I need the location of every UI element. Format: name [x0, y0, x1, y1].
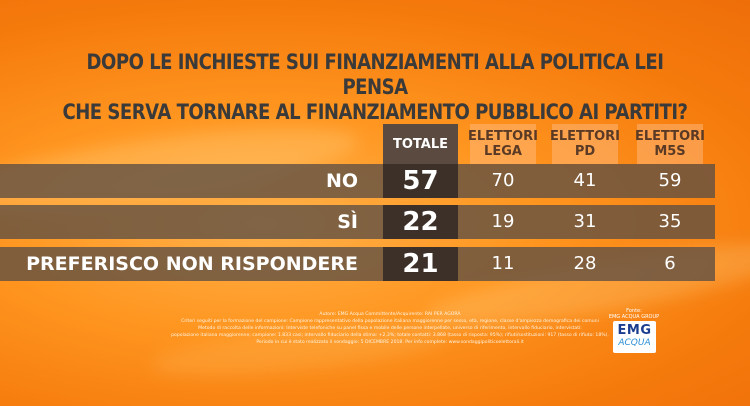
title-line: CHE SERVA TORNARE AL FINANZIAMENTO PUBBL…	[62, 100, 688, 124]
cell-m5s: 35	[658, 211, 682, 232]
row-label: NO	[325, 170, 358, 192]
logo-main: EMG	[617, 323, 652, 338]
chart-title: DOPO LE INCHIESTE SUI FINANZIAMENTI ALLA…	[53, 50, 698, 125]
cell-total: 22	[383, 205, 458, 239]
emg-logo: EMG ACQUA	[613, 321, 656, 353]
source-caption: Fonte: EMG ACQUA GROUP	[606, 308, 662, 320]
cell-lega: 19	[491, 211, 515, 232]
column-header-label: ELETTORI	[550, 129, 620, 144]
methodology-line: popolazione italiana maggiorenne; campio…	[171, 333, 609, 338]
table-row-non-risponde	[0, 247, 715, 281]
column-header-label: TOTALE	[392, 136, 448, 152]
source-label: Fonte:	[626, 308, 642, 314]
column-header-totale: TOTALE	[383, 124, 458, 164]
cell-m5s: 59	[658, 170, 682, 191]
column-header-label: PD	[574, 144, 596, 159]
cell-m5s: 6	[664, 253, 676, 274]
table-row-no	[0, 164, 715, 198]
column-header-lega: ELETTORI LEGA	[468, 124, 538, 164]
cell-pd: 28	[573, 253, 597, 274]
row-label: PREFERISCO NON RISPONDERE	[26, 253, 358, 275]
row-label: SÌ	[337, 211, 358, 233]
cell-pd: 31	[573, 211, 597, 232]
title-line: DOPO LE INCHIESTE SUI FINANZIAMENTI ALLA…	[86, 50, 664, 99]
methodology-line: Periodo in cui è stato realizzato il son…	[256, 340, 524, 345]
table-row-si	[0, 205, 715, 239]
column-header-label: ELETTORI	[635, 129, 705, 144]
cell-total: 21	[383, 247, 458, 281]
methodology-line: Criteri seguiti per la formazione del ca…	[181, 319, 599, 324]
column-header-m5s: ELETTORI M5S	[635, 124, 705, 164]
logo-sub: ACQUA	[618, 338, 651, 348]
cell-total: 57	[383, 164, 458, 198]
methodology-line: Autore: EMG Acqua Committente/Acquirente…	[319, 312, 461, 317]
methodology-note: Autore: EMG Acqua Committente/Acquirente…	[165, 311, 615, 346]
methodology-line: Metodo di raccolta delle informazioni: I…	[198, 326, 582, 331]
source-name: EMG ACQUA GROUP	[608, 314, 660, 320]
column-header-label: ELETTORI	[468, 129, 538, 144]
cell-lega: 11	[491, 253, 515, 274]
column-header-label: LEGA	[484, 144, 522, 159]
column-header-pd: ELETTORI PD	[550, 124, 620, 164]
cell-lega: 70	[491, 170, 515, 191]
cell-pd: 41	[573, 170, 597, 191]
column-header-label: M5S	[654, 144, 686, 159]
